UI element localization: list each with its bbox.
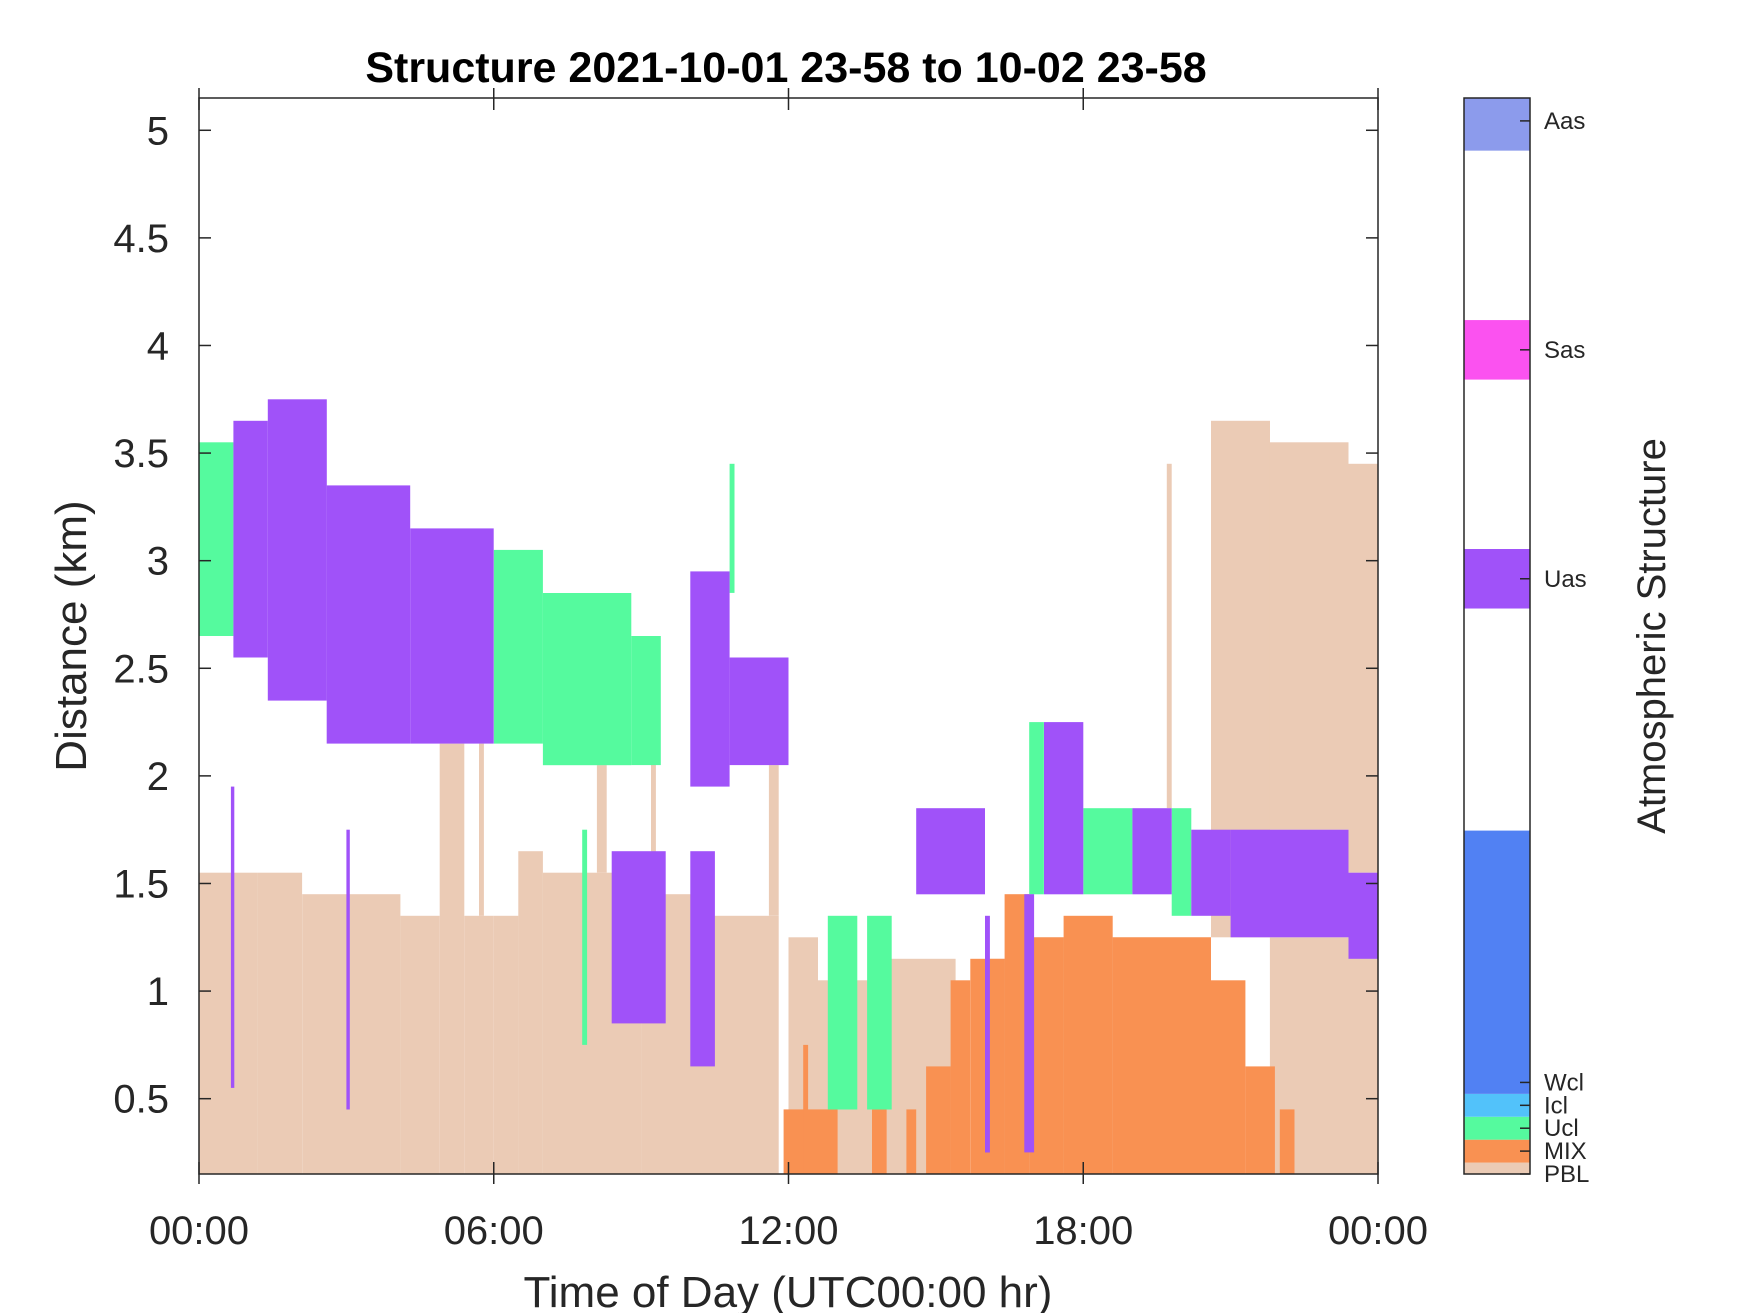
region-mix-27 [872,1109,887,1174]
region-uas-60 [1132,808,1172,895]
structure-regions [199,399,1378,1174]
region-mix-29 [926,1066,951,1174]
y-tick-label: 2 [147,755,169,799]
region-uas-63 [1348,872,1378,959]
y-axis: 0.5 1 1.5 2 2.5 3 3.5 4 4.5 5 [113,109,1378,1122]
colorbar-swatch-sas [1464,320,1530,380]
region-uas-64 [230,786,235,1088]
region-pbl-5 [464,915,494,1174]
y-tick-label: 3.5 [113,432,169,476]
x-axis-label: Time of Day (UTC00:00 hr) [524,1268,1053,1313]
region-uas-61 [1191,829,1231,916]
region-mix-36 [1211,980,1246,1174]
region-mix-34 [1063,915,1113,1174]
colorbar-label-icl: Icl [1544,1092,1568,1119]
x-tick-label: 00:00 [1328,1209,1428,1253]
x-axis: 00:00 06:00 12:00 18:00 00:00 [149,88,1428,1253]
y-tick-label: 4.5 [113,217,169,261]
region-pbl-24 [1166,463,1172,809]
region-uas-57 [729,657,789,766]
region-mix-28 [906,1109,917,1174]
region-pbl-2 [302,894,401,1174]
region-uas-54 [611,851,666,1024]
region-uas-65 [346,829,350,1110]
colorbar-swatch-icl [1464,1093,1530,1117]
region-mix-25 [783,1109,838,1174]
y-tick-label: 2.5 [113,647,169,691]
region-mix-37 [1245,1066,1275,1174]
region-pbl-21 [596,765,607,873]
colorbar-swatch-pbl [1464,1162,1530,1174]
y-tick-label: 1.5 [113,862,169,906]
region-mix-38 [1279,1109,1295,1174]
x-tick-label: 12:00 [738,1209,838,1253]
colorbar-label: Atmospheric Structure [1630,438,1674,834]
colorbar-swatch-ucl [1464,1116,1530,1140]
colorbar-label-aas: Aas [1544,108,1585,135]
region-mix-33 [1029,937,1064,1174]
colorbar-frame [1463,97,1531,1175]
region-pbl-20 [479,743,484,916]
y-tick-label: 4 [147,324,169,368]
region-mix-26 [803,1044,809,1174]
x-tick-label: 00:00 [149,1209,249,1253]
region-pbl-17 [1269,442,1349,830]
y-tick-label: 5 [147,109,169,153]
region-ucl-46 [1029,722,1044,895]
y-tick-label: 3 [147,540,169,584]
colorbar-label-ucl: Ucl [1544,1115,1579,1142]
region-pbl-6 [493,915,519,1174]
region-pbl-22 [651,679,656,895]
region-mix-30 [950,980,971,1174]
y-axis-label: Distance (km) [47,500,96,771]
region-pbl-3 [400,915,440,1174]
colorbar-label-sas: Sas [1544,337,1585,364]
colorbar-label-mix: MIX [1544,1138,1587,1165]
region-uas-62 [1230,829,1349,938]
y-tick-label: 1 [147,970,169,1014]
region-pbl-10 [705,915,779,1174]
x-tick-label: 06:00 [444,1209,544,1253]
region-uas-52 [326,485,411,744]
region-uas-58 [916,808,985,895]
region-uas-53 [410,528,494,744]
chart-title: Structure 2021-10-01 23-58 to 10-02 23-5… [365,44,1206,92]
colorbar-swatch-aas [1464,98,1530,151]
region-ucl-40 [493,549,543,744]
colorbar-label-pbl: PBL [1544,1161,1589,1188]
region-ucl-47 [1083,808,1133,895]
region-pbl-1 [257,872,303,1174]
region-ucl-39 [199,442,234,636]
colorbar-swatch-wcl [1464,830,1530,1094]
x-tick-label: 18:00 [1033,1209,1133,1253]
region-uas-55 [690,851,715,1067]
region-uas-56 [690,571,730,787]
region-uas-67 [1024,894,1035,1153]
y-tick-label: 0.5 [113,1078,169,1122]
region-ucl-42 [631,636,661,766]
colorbar-label-wcl: Wcl [1544,1069,1584,1096]
region-pbl-23 [768,765,779,916]
region-ucl-41 [542,593,632,766]
region-ucl-44 [827,915,858,1110]
region-pbl-0 [199,872,258,1174]
region-ucl-45 [867,915,892,1110]
region-uas-59 [1044,722,1084,895]
region-pbl-4 [439,743,465,1174]
colorbar-label-uas: Uas [1544,566,1587,593]
region-uas-66 [985,915,990,1153]
region-ucl-49 [729,463,735,593]
colorbar-swatch-mix [1464,1139,1530,1163]
region-pbl-7 [518,851,543,1174]
region-uas-50 [233,420,268,658]
region-uas-51 [267,399,327,701]
region-mix-35 [1112,937,1211,1174]
region-ucl-48 [1171,808,1192,916]
colorbar-swatch-uas [1464,549,1530,609]
region-ucl-43 [582,829,588,1045]
